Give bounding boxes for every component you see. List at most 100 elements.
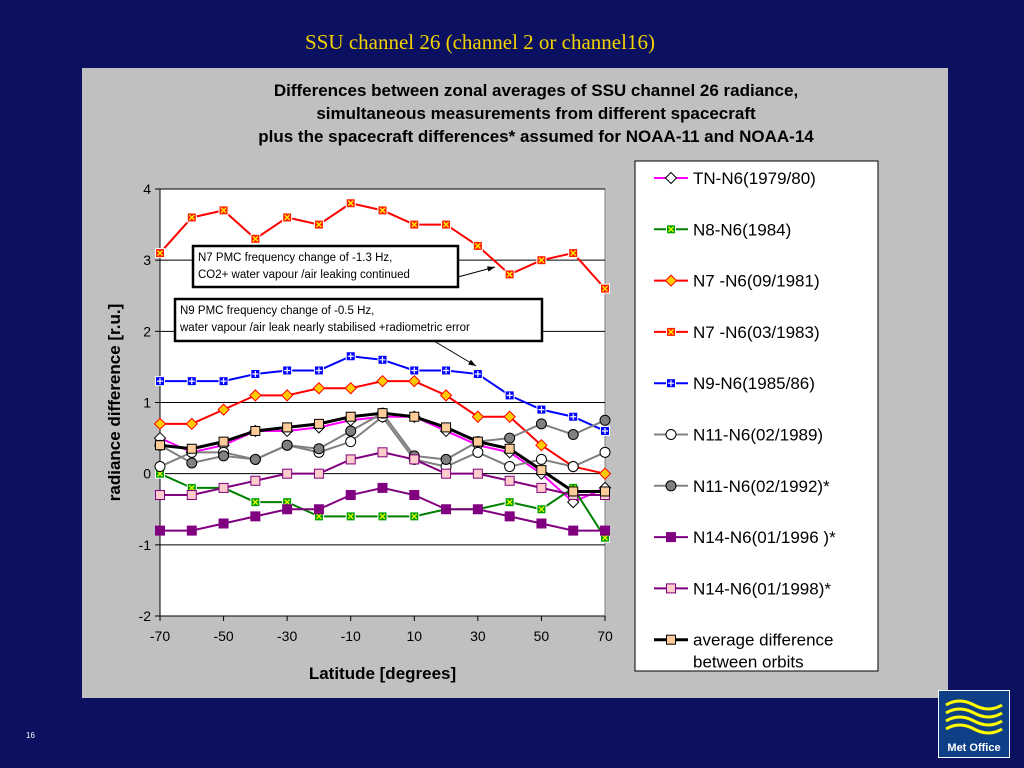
annotation-n7 bbox=[191, 244, 460, 289]
data-point bbox=[409, 454, 420, 465]
y-tick-label: 2 bbox=[143, 323, 151, 339]
data-point bbox=[568, 525, 579, 536]
annotation-arrow-n9 bbox=[433, 340, 477, 367]
chart: Differences between zonal averages of SS… bbox=[105, 81, 879, 683]
legend-swatch-marker bbox=[665, 480, 677, 492]
data-point bbox=[599, 414, 611, 426]
data-point bbox=[503, 410, 516, 423]
slide-number: 16 bbox=[26, 731, 35, 740]
data-point-cross bbox=[188, 214, 195, 221]
legend-swatch-marker-cross bbox=[668, 226, 674, 233]
data-point bbox=[153, 417, 167, 431]
legend-swatch-marker bbox=[666, 532, 676, 543]
data-point bbox=[249, 453, 261, 465]
data-point-cross bbox=[602, 427, 608, 434]
data-point-cross bbox=[379, 207, 386, 214]
data-point-cross bbox=[284, 214, 291, 221]
data-point-cross bbox=[411, 221, 418, 228]
data-point-cross bbox=[379, 513, 386, 520]
data-point-cross bbox=[506, 392, 513, 399]
series-4 bbox=[155, 351, 610, 436]
data-point bbox=[536, 482, 547, 493]
data-point-cross bbox=[157, 470, 163, 477]
series-9 bbox=[155, 408, 610, 497]
legend-swatch-marker bbox=[665, 429, 677, 440]
data-point bbox=[441, 504, 452, 515]
data-point bbox=[472, 436, 483, 447]
x-tick-label: 30 bbox=[470, 628, 486, 644]
data-point-cross bbox=[474, 371, 481, 378]
y-axis-label: radiance difference [r.u.] bbox=[105, 304, 124, 501]
data-point bbox=[155, 525, 165, 536]
data-point bbox=[155, 490, 165, 501]
data-point bbox=[312, 382, 326, 395]
data-point-cross bbox=[443, 221, 449, 228]
data-point bbox=[313, 504, 324, 515]
annotation-n7-text: CO2+ water vapour /air leaking continued bbox=[198, 269, 410, 281]
data-point bbox=[567, 461, 579, 473]
data-point bbox=[280, 389, 294, 402]
data-point-cross bbox=[157, 250, 163, 256]
y-tick-label: -2 bbox=[139, 608, 152, 624]
data-point-cross bbox=[157, 378, 163, 385]
data-point-cross bbox=[315, 367, 322, 374]
legend-label: N9-N6(1985/86) bbox=[693, 374, 815, 393]
data-point bbox=[471, 410, 485, 423]
met-office-logo: Met Office bbox=[938, 690, 1010, 758]
data-point bbox=[408, 374, 421, 388]
y-tick-label: 3 bbox=[143, 252, 151, 268]
data-point bbox=[218, 436, 229, 447]
data-point bbox=[282, 422, 293, 433]
data-point-cross bbox=[570, 250, 577, 256]
data-point bbox=[472, 468, 483, 479]
data-point-cross bbox=[316, 221, 322, 228]
data-point-cross bbox=[538, 406, 545, 413]
data-point-cross bbox=[411, 367, 418, 374]
data-point bbox=[568, 486, 579, 497]
data-point bbox=[185, 417, 198, 431]
data-point bbox=[441, 468, 452, 479]
x-tick-label: -70 bbox=[150, 628, 170, 644]
annotation-arrow-n9-head bbox=[468, 359, 476, 366]
x-tick-label: -10 bbox=[341, 628, 361, 644]
data-point bbox=[377, 447, 388, 458]
data-point-cross bbox=[602, 534, 608, 541]
data-point bbox=[186, 457, 198, 469]
legend-entry: N14-N6(01/1998)* bbox=[654, 579, 831, 598]
data-point bbox=[250, 511, 261, 522]
data-point-cross bbox=[252, 499, 259, 506]
data-point bbox=[567, 429, 579, 441]
x-axis-label: Latitude [degrees] bbox=[309, 664, 456, 683]
data-point-cross bbox=[347, 513, 354, 520]
data-point bbox=[282, 504, 293, 515]
legend-swatch-marker bbox=[666, 634, 676, 645]
legend-entry: N11-N6(02/1989) bbox=[654, 426, 823, 445]
data-point bbox=[345, 436, 357, 448]
data-point bbox=[250, 425, 261, 436]
data-point bbox=[345, 454, 356, 465]
x-tick-label: 70 bbox=[597, 628, 613, 644]
legend-swatch-marker-cross bbox=[668, 380, 674, 387]
annotation-arrow-n7-head bbox=[487, 266, 495, 272]
data-point bbox=[377, 482, 388, 493]
data-point bbox=[504, 432, 516, 444]
data-point-cross bbox=[443, 367, 450, 374]
data-point-cross bbox=[347, 353, 354, 360]
data-point bbox=[472, 446, 484, 458]
x-tick-label: -50 bbox=[213, 628, 233, 644]
data-point bbox=[536, 465, 547, 476]
data-point-cross bbox=[284, 367, 291, 374]
legend-label: N14-N6(01/1998)* bbox=[693, 579, 831, 598]
y-tick-label: 1 bbox=[143, 395, 151, 411]
data-point-cross bbox=[220, 207, 227, 214]
legend-label: N11-N6(02/1989) bbox=[693, 426, 823, 445]
wave-icon bbox=[945, 699, 1003, 735]
data-point bbox=[282, 468, 293, 479]
y-tick-label: -1 bbox=[139, 537, 152, 553]
data-point bbox=[154, 461, 166, 473]
x-tick-label: 50 bbox=[534, 628, 550, 644]
data-point bbox=[377, 408, 388, 419]
chart-title-line: Differences between zonal averages of SS… bbox=[274, 81, 798, 100]
data-point bbox=[440, 453, 452, 465]
annotation-n9-text: water vapour /air leak nearly stabilised… bbox=[179, 322, 470, 334]
